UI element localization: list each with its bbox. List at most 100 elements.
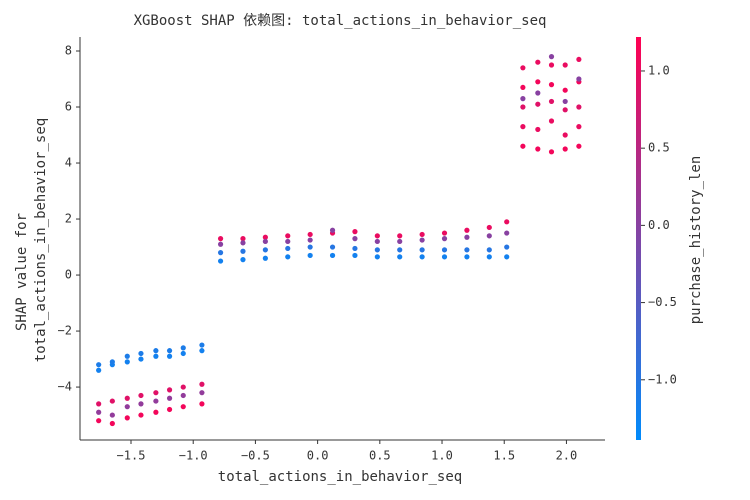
- point: [329, 227, 336, 233]
- point: [576, 143, 582, 149]
- point: [419, 237, 425, 243]
- point: [180, 392, 186, 399]
- x-tick-label: 0.5: [369, 449, 391, 463]
- y-tick-label: 8: [65, 44, 72, 58]
- point: [397, 238, 403, 245]
- point: [548, 118, 555, 124]
- point: [520, 65, 526, 71]
- point: [124, 359, 130, 365]
- colorbar-tick-label: 1.0: [648, 63, 670, 77]
- point: [419, 254, 425, 260]
- point: [504, 254, 510, 260]
- y-tick-label: 6: [65, 100, 72, 114]
- y-tick-label: 4: [65, 156, 72, 170]
- point: [199, 401, 205, 407]
- point: [199, 348, 205, 354]
- point: [548, 62, 555, 68]
- x-tick-label: −1.5: [117, 449, 146, 463]
- point: [240, 240, 246, 246]
- point: [307, 237, 313, 243]
- point: [96, 418, 102, 424]
- point: [535, 101, 541, 107]
- point: [199, 390, 205, 396]
- point: [562, 98, 568, 105]
- point: [548, 98, 555, 105]
- point: [262, 238, 268, 245]
- point: [262, 247, 268, 253]
- point: [124, 353, 130, 359]
- point: [520, 143, 526, 149]
- x-tick-label: 0.0: [307, 449, 329, 463]
- point: [535, 90, 541, 96]
- point: [153, 390, 159, 396]
- point: [441, 247, 448, 253]
- point: [562, 107, 568, 113]
- x-tick-label: 1.0: [431, 449, 453, 463]
- point: [419, 247, 425, 253]
- point: [576, 76, 582, 82]
- point: [262, 234, 268, 240]
- point: [464, 227, 470, 233]
- point: [153, 409, 159, 415]
- point: [138, 356, 144, 362]
- point: [504, 230, 510, 236]
- point: [124, 395, 130, 401]
- point: [397, 247, 403, 253]
- point: [109, 420, 115, 427]
- point: [180, 345, 186, 351]
- x-tick-label: −0.5: [241, 449, 270, 463]
- point: [441, 230, 448, 236]
- colorbar-tick-label: −0.5: [648, 295, 677, 309]
- point: [464, 234, 470, 240]
- colorbar-label: purchase_history_len: [688, 156, 704, 325]
- point: [548, 82, 555, 88]
- point: [199, 381, 205, 387]
- point: [180, 404, 186, 410]
- point: [441, 254, 448, 260]
- y-tick-label: 0: [65, 268, 72, 282]
- point: [240, 257, 246, 263]
- x-tick-label: 1.5: [493, 449, 515, 463]
- point: [138, 392, 144, 399]
- point: [217, 241, 224, 247]
- point: [520, 104, 526, 110]
- point: [262, 255, 268, 261]
- point: [535, 126, 541, 133]
- point: [166, 395, 173, 401]
- point: [352, 245, 358, 252]
- point: [520, 96, 526, 102]
- point: [562, 62, 568, 68]
- point: [374, 233, 380, 239]
- point: [486, 254, 492, 260]
- point: [240, 236, 246, 242]
- colorbar-tick-label: 0.5: [648, 141, 670, 155]
- point: [441, 236, 448, 242]
- point: [180, 350, 186, 357]
- chart-title: XGBoost SHAP 依赖图: total_actions_in_behav…: [134, 13, 547, 29]
- point: [285, 233, 291, 239]
- point: [419, 231, 425, 238]
- point: [166, 348, 173, 354]
- point: [464, 254, 470, 260]
- colorbar: [636, 37, 641, 440]
- point: [562, 87, 568, 93]
- point: [124, 404, 130, 410]
- point: [285, 254, 291, 260]
- point: [109, 412, 115, 418]
- point: [504, 244, 510, 250]
- point: [520, 124, 526, 130]
- y-tick-label: −4: [58, 380, 72, 394]
- y-tick-label: −2: [58, 324, 72, 338]
- point: [153, 348, 159, 354]
- x-tick-label: −1.0: [179, 449, 208, 463]
- point: [535, 146, 541, 152]
- point: [464, 247, 470, 253]
- point: [153, 398, 159, 404]
- point: [374, 238, 380, 245]
- point: [374, 254, 380, 260]
- point: [217, 258, 224, 264]
- point: [166, 353, 173, 359]
- y-axis-label: total_actions_in_behavior_seq: [33, 118, 49, 362]
